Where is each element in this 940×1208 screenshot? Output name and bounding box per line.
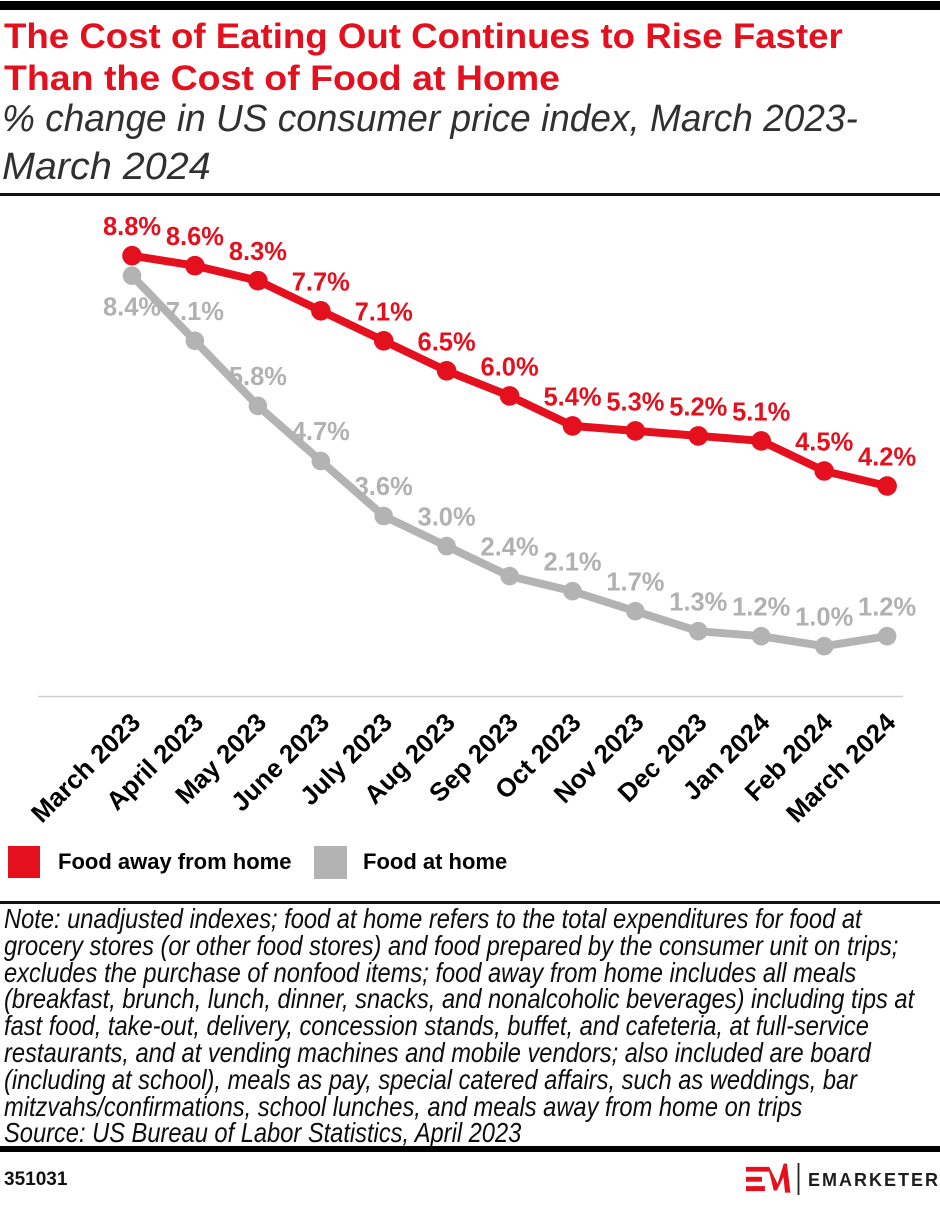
svg-text:3.0%: 3.0% xyxy=(418,503,476,531)
svg-text:6.0%: 6.0% xyxy=(481,353,539,381)
svg-text:8.6%: 8.6% xyxy=(166,223,224,251)
svg-text:4.7%: 4.7% xyxy=(292,418,350,446)
svg-text:6.5%: 6.5% xyxy=(418,328,476,356)
svg-text:8.3%: 8.3% xyxy=(229,238,287,266)
svg-text:5.1%: 5.1% xyxy=(732,398,790,426)
svg-text:8.4%: 8.4% xyxy=(103,294,161,322)
svg-text:5.2%: 5.2% xyxy=(669,393,727,421)
svg-text:4.2%: 4.2% xyxy=(858,444,916,472)
svg-text:8.8%: 8.8% xyxy=(103,213,161,241)
svg-text:2.4%: 2.4% xyxy=(481,533,539,561)
svg-text:1.0%: 1.0% xyxy=(795,604,853,632)
svg-text:7.1%: 7.1% xyxy=(355,298,413,326)
svg-text:5.3%: 5.3% xyxy=(606,388,664,416)
svg-text:1.2%: 1.2% xyxy=(732,594,790,622)
svg-text:7.7%: 7.7% xyxy=(292,268,350,296)
svg-text:1.7%: 1.7% xyxy=(606,569,664,597)
svg-text:1.2%: 1.2% xyxy=(858,594,916,622)
svg-text:7.1%: 7.1% xyxy=(166,298,224,326)
svg-text:5.4%: 5.4% xyxy=(543,383,601,411)
svg-text:4.5%: 4.5% xyxy=(795,429,853,457)
svg-text:1.3%: 1.3% xyxy=(669,589,727,617)
svg-text:3.6%: 3.6% xyxy=(355,473,413,501)
svg-text:5.8%: 5.8% xyxy=(229,363,287,391)
svg-text:2.1%: 2.1% xyxy=(543,549,601,577)
